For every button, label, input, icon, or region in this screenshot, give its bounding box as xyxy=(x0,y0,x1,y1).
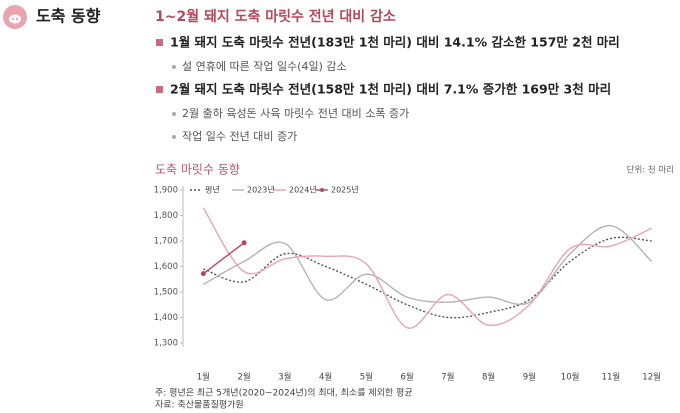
bullet xyxy=(156,39,163,46)
bullet-text: 2월 돼지 도축 마릿수 전년(158만 1천 마리) 대비 7.1% 증가한 … xyxy=(170,82,611,97)
pig-icon xyxy=(3,5,27,29)
y-tick-label: 1,700 xyxy=(154,237,178,247)
x-tick-label: 8월 xyxy=(482,372,495,383)
series-line xyxy=(203,236,652,319)
sub-bullet xyxy=(172,135,176,139)
x-tick-label: 2월 xyxy=(238,372,251,383)
x-tick-label: 9월 xyxy=(523,372,536,383)
unit-label: 단위: 천 마리 xyxy=(627,165,674,176)
y-tick-label: 1,800 xyxy=(154,211,178,221)
y-tick-label: 1,500 xyxy=(154,288,178,298)
y-tick-label: 1,600 xyxy=(154,262,178,272)
bullet-text: 1월 돼지 도축 마릿수 전년(183만 1천 마리) 대비 14.1% 감소한… xyxy=(170,35,620,50)
y-tick-label: 1,300 xyxy=(154,339,178,349)
series-line xyxy=(203,224,653,306)
x-tick-label: 12월 xyxy=(642,372,661,383)
series-line xyxy=(202,242,245,275)
sub-text: 작업 일수 전년 대비 증가 xyxy=(182,129,297,143)
x-tick-label: 3월 xyxy=(278,372,291,383)
section-title: 도축 동향 xyxy=(36,7,101,26)
x-tick-label: 4월 xyxy=(319,372,332,383)
bullet xyxy=(156,86,163,93)
x-tick-label: 7월 xyxy=(441,372,454,383)
legend-label: 평년 xyxy=(205,185,220,195)
x-tick-label: 11월 xyxy=(602,372,621,383)
note: 주: 평년은 최근 5개년(2020~2024년)의 최대, 최소를 제외한 평… xyxy=(155,387,413,399)
sub-bullet xyxy=(172,65,176,69)
sub-bullet xyxy=(172,112,176,116)
x-tick-label: 10월 xyxy=(561,372,580,383)
chart-title: 도축 마릿수 동향 xyxy=(155,163,240,177)
legend-label: 2024년 xyxy=(289,185,317,195)
legend-label: 2023년 xyxy=(247,185,275,195)
x-tick-label: 1월 xyxy=(197,372,210,383)
note: 자료: 축산물품질평가원 xyxy=(155,399,244,411)
x-tick-label: 6월 xyxy=(401,372,414,383)
headline: 1~2월 돼지 도축 마릿수 전년 대비 감소 xyxy=(155,8,396,25)
x-tick-label: 5월 xyxy=(360,372,373,383)
sub-text: 2월 출하 육성돈 사육 마릿수 전년 대비 소폭 증가 xyxy=(182,106,409,120)
sub-text: 설 연휴에 따른 작업 일수(4일) 감소 xyxy=(182,59,347,73)
legend-label: 2025년 xyxy=(331,185,359,195)
y-tick-label: 1,400 xyxy=(154,313,178,323)
y-tick-label: 1,900 xyxy=(154,186,178,196)
series-line xyxy=(202,207,652,329)
legend-marker xyxy=(320,188,324,192)
